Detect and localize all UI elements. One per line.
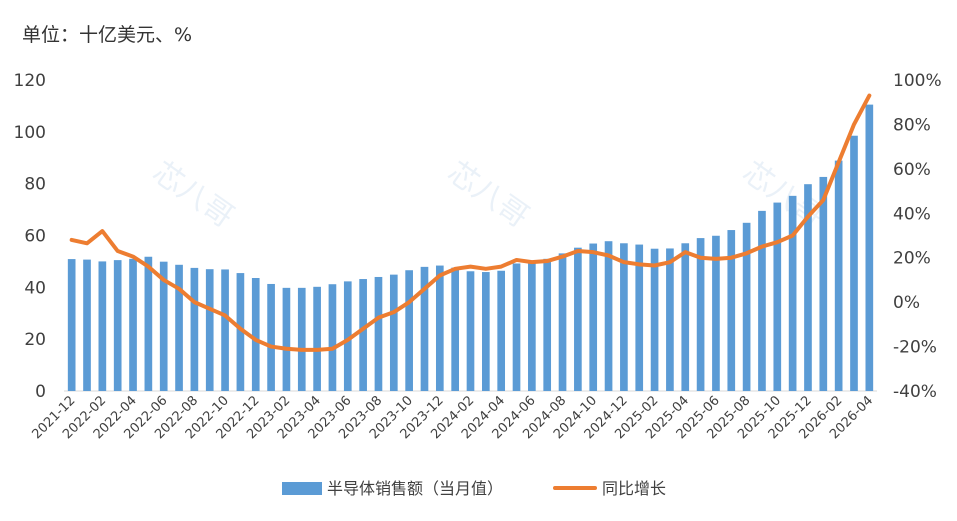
y-left-tick-label: 60	[24, 227, 46, 247]
y-left-tick-label: 80	[24, 175, 46, 195]
bar	[251, 278, 260, 391]
bar	[282, 287, 291, 391]
y-right-tick-label: 100%	[893, 71, 942, 91]
bar	[681, 243, 690, 391]
y-right-tick-label: -20%	[893, 338, 937, 358]
bar	[389, 274, 398, 391]
y-left-tick-label: 100	[14, 123, 46, 143]
bar	[788, 195, 797, 391]
bar	[850, 135, 858, 391]
bar	[190, 267, 199, 391]
bar	[83, 259, 91, 391]
bar	[267, 283, 275, 391]
bar	[144, 256, 153, 391]
bar	[405, 270, 413, 391]
bar	[466, 271, 475, 391]
bar	[420, 266, 429, 391]
bar	[712, 235, 720, 391]
y-right-tick-label: 20%	[893, 249, 931, 269]
bar	[589, 243, 598, 391]
bar	[773, 202, 782, 391]
bar	[512, 263, 521, 391]
bar	[359, 279, 367, 391]
bar	[328, 284, 337, 391]
y-left-tick-label: 40	[24, 278, 46, 298]
legend-bar-swatch	[282, 482, 322, 495]
bar	[205, 269, 214, 391]
bar	[129, 258, 137, 391]
legend-line-label: 同比增长	[602, 479, 666, 498]
bar	[742, 222, 751, 391]
bar	[666, 248, 674, 391]
bar	[221, 269, 229, 391]
bar	[528, 260, 536, 391]
bar	[482, 272, 490, 391]
bar	[435, 265, 444, 391]
bar	[819, 176, 828, 391]
bar	[113, 260, 122, 391]
bar	[374, 276, 383, 391]
unit-note: 单位：十亿美元、%	[22, 24, 193, 46]
y-left-tick-label: 120	[14, 71, 46, 91]
bar	[236, 273, 245, 391]
y-right-tick-label: -40%	[893, 382, 937, 402]
bar	[804, 184, 812, 391]
legend-bar-label: 半导体销售额（当月值）	[327, 479, 503, 498]
y-right-tick-label: 40%	[893, 204, 931, 224]
y-right-tick-label: 0%	[893, 293, 920, 313]
y-left-tick-label: 0	[35, 382, 46, 402]
bar	[67, 259, 76, 391]
bar	[834, 160, 843, 391]
bar	[574, 247, 582, 391]
bar	[297, 287, 306, 391]
bar	[635, 244, 644, 391]
bar	[696, 238, 705, 391]
bar	[343, 281, 352, 391]
bar	[727, 230, 736, 391]
y-right-tick-label: 80%	[893, 115, 931, 135]
y-right-tick-label: 60%	[893, 160, 931, 180]
bar	[313, 286, 321, 391]
bar	[98, 261, 107, 391]
bar	[620, 243, 628, 391]
bar	[451, 267, 459, 391]
bar	[558, 253, 567, 391]
bar	[604, 241, 613, 391]
bar	[175, 264, 183, 391]
yoy-growth-line	[69, 93, 872, 352]
bar	[159, 261, 168, 391]
bar	[758, 210, 766, 391]
bar	[865, 104, 874, 391]
y-left-tick-label: 20	[24, 330, 46, 350]
bar	[543, 258, 552, 391]
bar	[650, 248, 659, 391]
bar	[497, 270, 506, 391]
